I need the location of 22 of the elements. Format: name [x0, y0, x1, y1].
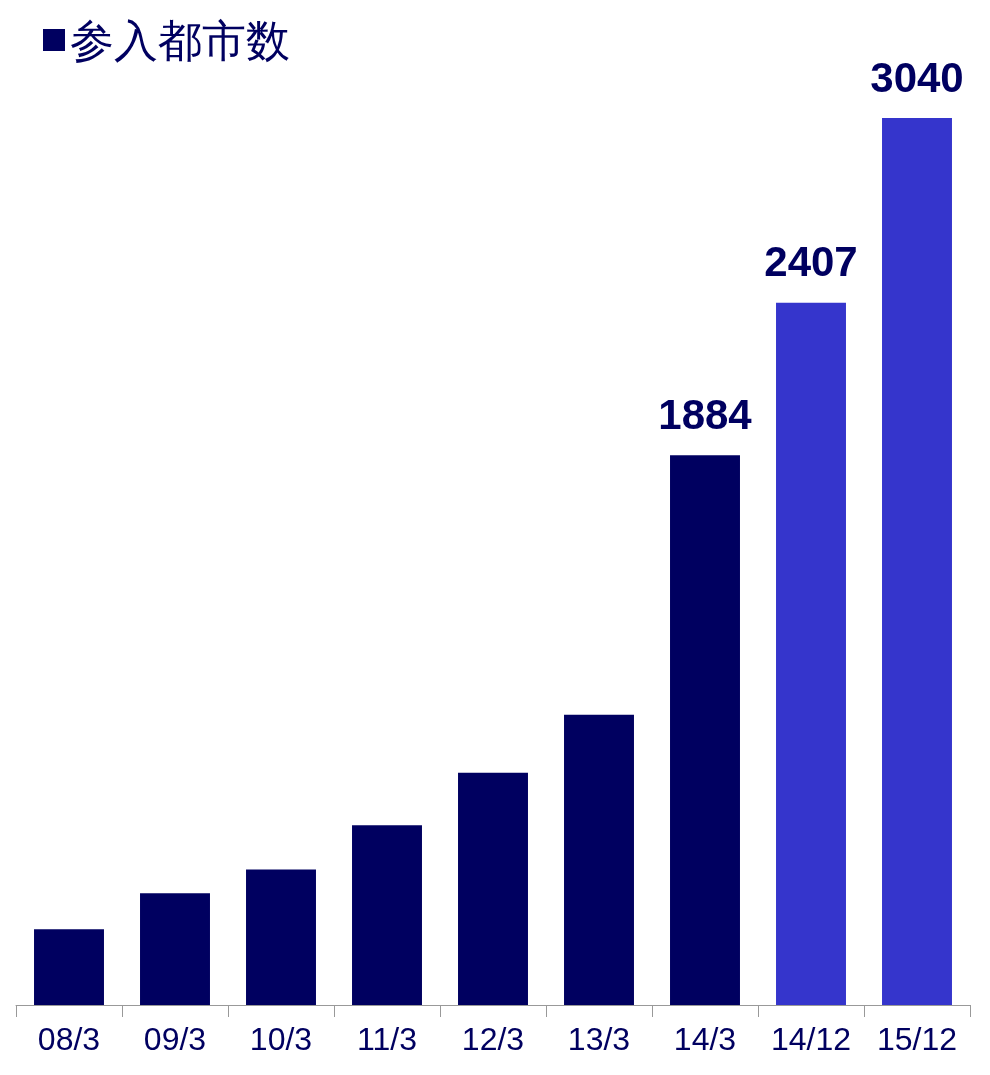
x-tick-label: 10/3	[249, 1021, 313, 1057]
x-tick-label: 13/3	[567, 1021, 631, 1057]
data-label: 3040	[870, 53, 964, 101]
bar	[776, 302, 846, 1005]
x-tick-label: 15/12	[876, 1021, 958, 1057]
x-tick-label: 14/3	[673, 1021, 737, 1057]
bar	[458, 772, 528, 1005]
bar	[140, 893, 210, 1005]
bar	[34, 929, 104, 1005]
legend-label: 参入都市数	[70, 14, 290, 66]
bar	[352, 825, 422, 1005]
x-tick-label: 14/12	[770, 1021, 852, 1057]
x-tick-label: 11/3	[357, 1021, 417, 1057]
x-tick-label: 12/3	[461, 1021, 525, 1057]
data-label: 2407	[764, 238, 858, 286]
x-tick-label: 08/3	[37, 1021, 101, 1057]
bar	[882, 118, 952, 1005]
bar	[670, 455, 740, 1005]
bar	[246, 869, 316, 1005]
data-label: 1884	[658, 390, 753, 438]
bar	[564, 714, 634, 1005]
x-tick-label: 09/3	[143, 1021, 207, 1057]
